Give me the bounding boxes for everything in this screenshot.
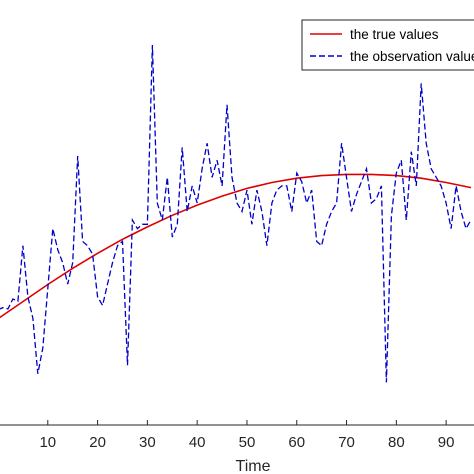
legend: the true values the observation values	[301, 19, 474, 71]
x-tick-label: 60	[288, 434, 305, 451]
x-tick-label: 10	[39, 434, 56, 451]
x-tick-label: 90	[438, 434, 455, 451]
x-tick-label: 40	[189, 434, 206, 451]
x-tick-label: 30	[139, 434, 156, 451]
axes-layer: 10 20 30 40 50 60 70 80 90 Time	[0, 420, 474, 474]
legend-entry: the true values	[350, 27, 439, 42]
x-tick-label: 50	[239, 434, 256, 451]
x-tick-label: 80	[388, 434, 405, 451]
legend-entry: the observation values	[350, 49, 474, 64]
x-tick-label: 70	[338, 434, 355, 451]
legend-box	[301, 19, 474, 71]
series-line-true-values	[0, 173, 472, 319]
x-tick-label: 20	[89, 434, 106, 451]
series-line-observation-values	[0, 44, 472, 383]
series-layer	[0, 44, 472, 383]
x-axis-label: Time	[236, 458, 271, 474]
